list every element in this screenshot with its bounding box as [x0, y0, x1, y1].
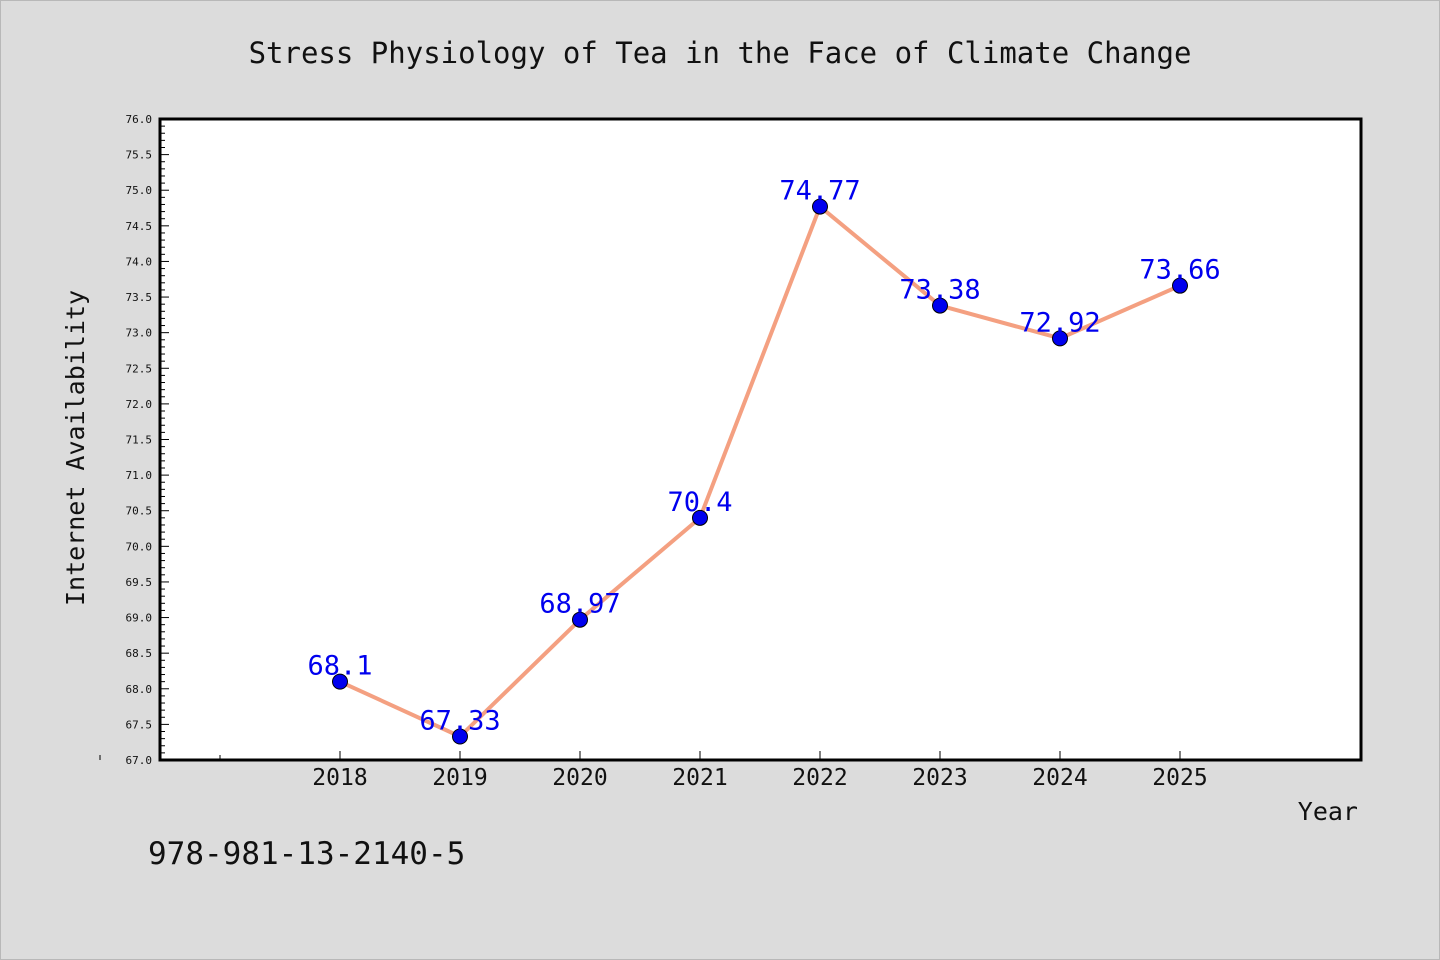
- data-point: [692, 509, 708, 526]
- y-tick-label: 75.5: [126, 149, 153, 162]
- y-tick-label: 71.5: [126, 434, 153, 447]
- data-label: 68.1: [307, 651, 372, 682]
- data-point: [452, 728, 468, 745]
- y-tick-label: 72.0: [126, 398, 153, 411]
- y-tick-label: 74.5: [126, 220, 153, 233]
- data-label: 73.38: [899, 275, 980, 306]
- y-tick-label: 72.5: [126, 362, 153, 375]
- x-tick-label: 2020: [552, 765, 607, 791]
- x-tick-label: 2024: [1032, 765, 1087, 791]
- series-layer: 68.1 67.33 68.97 70.4 74.77 73.38 72.92 73.66: [307, 176, 1221, 745]
- series-line: [339, 204, 1181, 739]
- data-point: [812, 198, 828, 215]
- y-tick-label: 68.0: [126, 683, 153, 696]
- x-tick-label: 2019: [432, 765, 487, 791]
- data-label: 68.97: [539, 589, 620, 620]
- x-axis-label: Year: [1298, 797, 1358, 826]
- y-tick-label: 73.5: [126, 291, 153, 304]
- data-label: 72.92: [1019, 307, 1100, 338]
- y-tick-label: 70.5: [126, 505, 153, 518]
- x-tick-label: 2022: [792, 765, 847, 791]
- data-label: 67.33: [419, 705, 500, 736]
- x-tick-label: 2018: [312, 765, 367, 791]
- y-tick-label: 67.0: [126, 754, 153, 767]
- data-point: [572, 611, 588, 628]
- y-tick-label: 75.0: [126, 184, 153, 197]
- x-tick-label: 2021: [672, 765, 727, 791]
- x-tick-label: 2023: [912, 765, 967, 791]
- y-tick-label: 76.0: [126, 113, 153, 126]
- data-point: [932, 297, 948, 314]
- data-label: 74.77: [779, 176, 860, 207]
- data-point: [1172, 277, 1188, 294]
- y-tick-label: 67.5: [126, 718, 153, 731]
- y-tick-label: 69.0: [126, 612, 153, 625]
- data-point: [332, 673, 348, 690]
- y-tick-label: 73.0: [126, 327, 153, 340]
- chart-title: Stress Physiology of Tea in the Face of …: [249, 36, 1192, 70]
- x-tick-label: 2025: [1152, 765, 1207, 791]
- y-tick-label: 70.0: [126, 540, 153, 553]
- y-tick-label: 69.5: [126, 576, 153, 589]
- isbn-annotation: 978-981-13-2140-5: [148, 836, 465, 872]
- data-label: 73.66: [1139, 255, 1220, 286]
- y-axis-label: Internet Availability: [61, 290, 90, 606]
- plot-area: [158, 117, 1363, 762]
- y-tick-label: 71.0: [126, 469, 153, 482]
- x-axis: 2018 2019 2020 2021 2022 2023 2024 2025: [99, 751, 1208, 791]
- data-label: 70.4: [667, 487, 732, 518]
- data-point: [1052, 330, 1068, 347]
- y-tick-label: 74.0: [126, 255, 153, 268]
- y-axis: 67.0 67.5 68.0 68.5 69.0 69.5 70.0 70.5 71.0 71.5…: [126, 113, 169, 767]
- y-tick-label: 68.5: [126, 647, 153, 660]
